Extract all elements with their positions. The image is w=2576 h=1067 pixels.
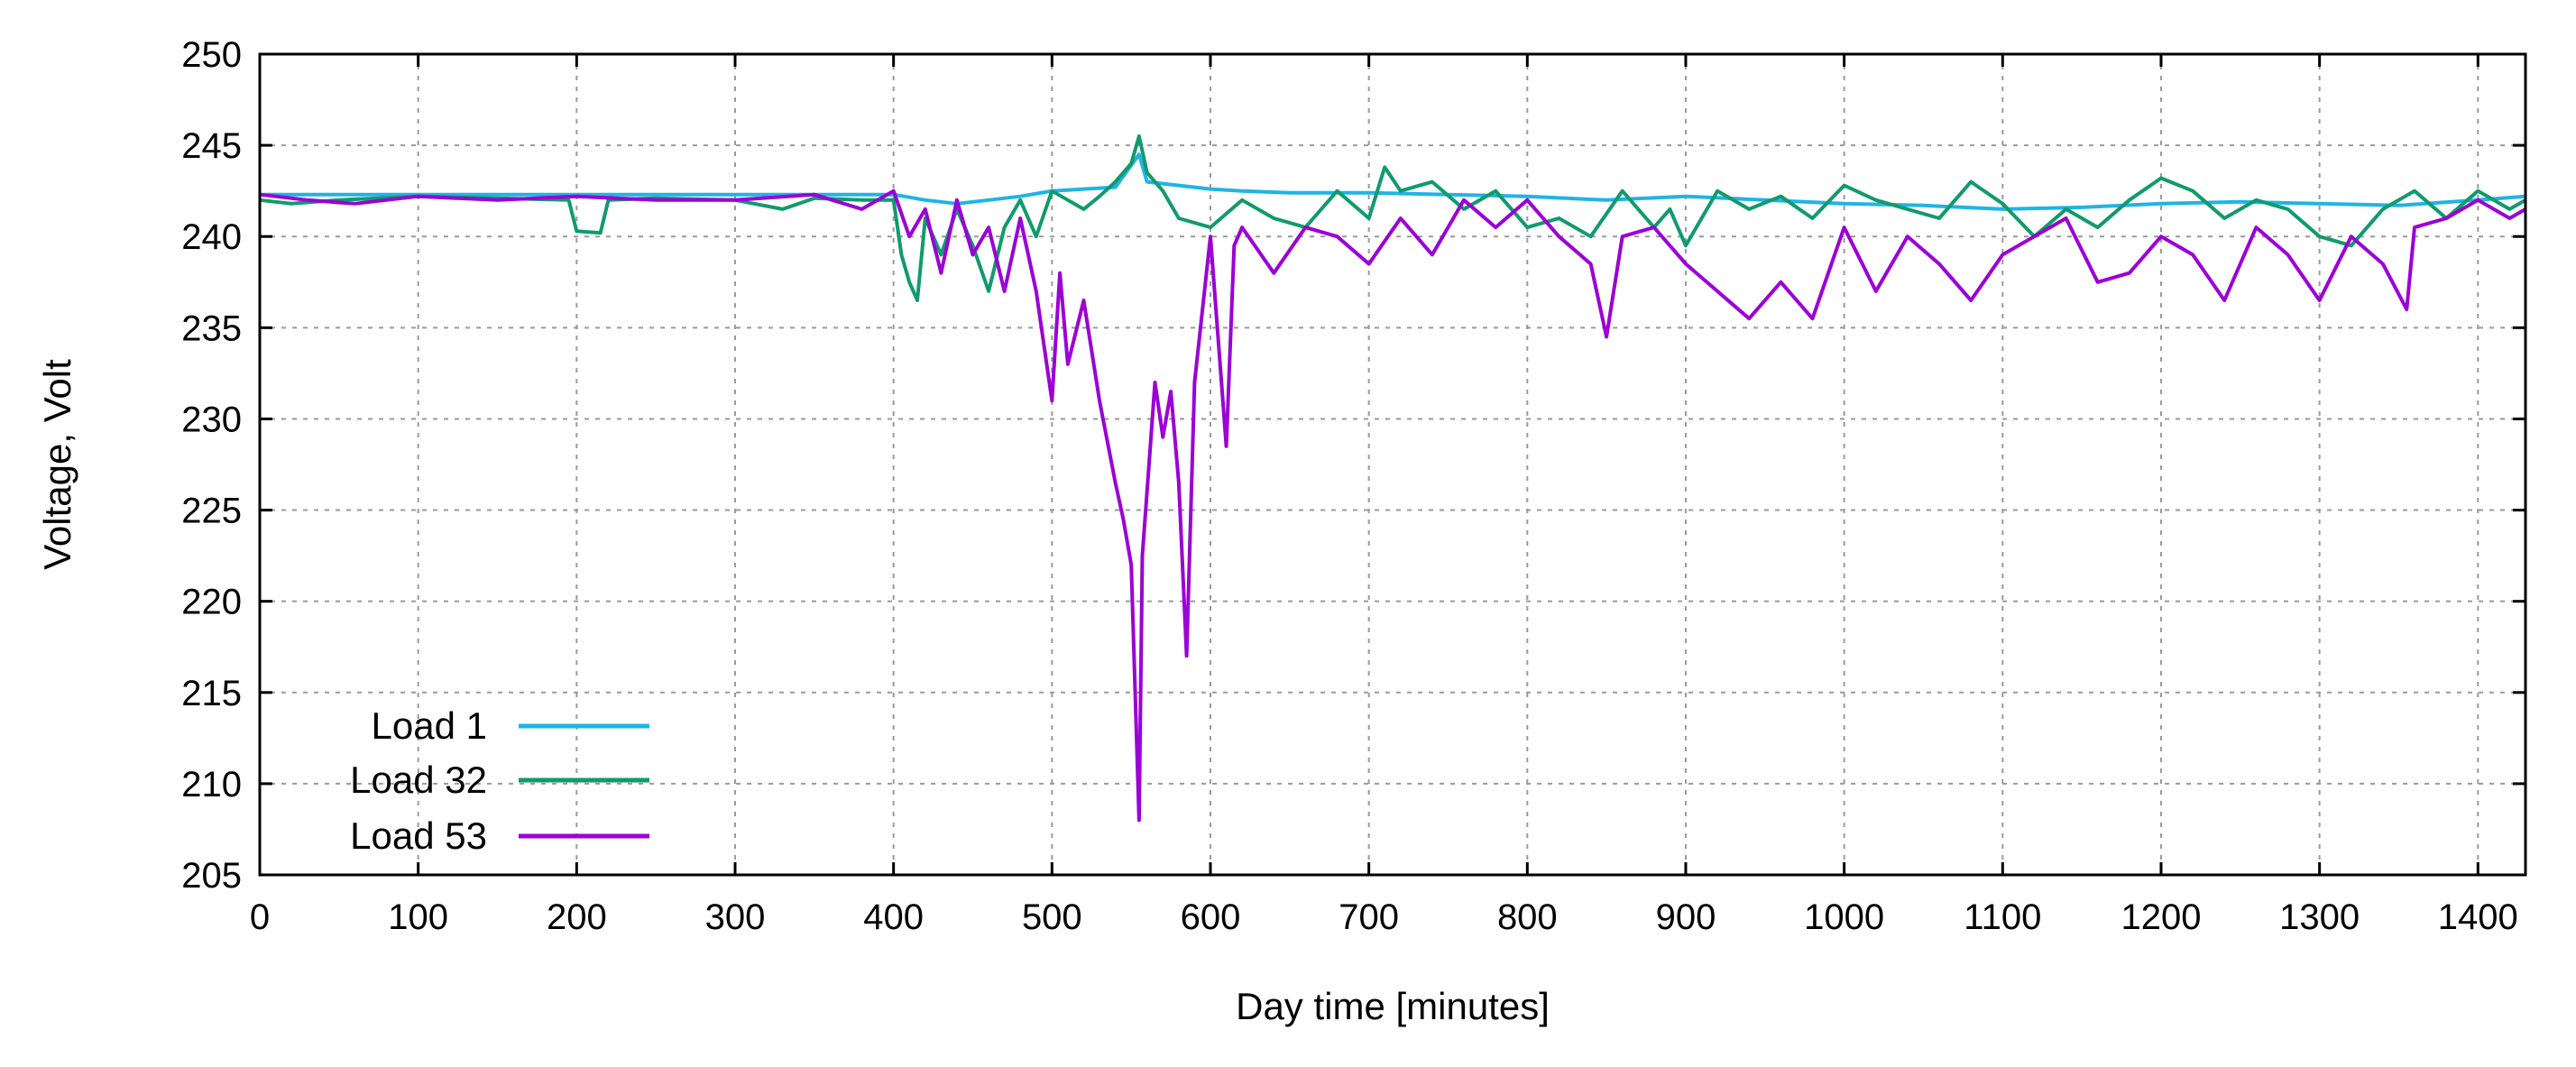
x-tick-label: 1000: [1804, 897, 1884, 937]
x-tick-label: 100: [388, 897, 448, 937]
legend-label-load-1: Load 1: [372, 704, 487, 747]
y-tick-label: 230: [181, 400, 242, 439]
x-tick-label: 800: [1497, 897, 1558, 937]
series-line-load-1: [260, 152, 2526, 211]
x-axis-label: Day time [minutes]: [1236, 985, 1550, 1027]
y-tick-label: 250: [181, 35, 242, 75]
y-tick-label: 240: [181, 217, 242, 257]
y-tick-label: 225: [181, 492, 242, 531]
x-tick-label: 500: [1022, 897, 1082, 937]
x-tick-label: 1100: [1964, 897, 2041, 937]
axis-ticks: [258, 52, 2525, 877]
x-tick-label: 700: [1339, 897, 1399, 937]
plot-frame: [258, 52, 2527, 877]
y-axis-label: Voltage, Volt: [36, 359, 78, 570]
y-tick-label: 235: [181, 308, 242, 348]
x-tick-label: 600: [1181, 897, 1241, 937]
y-tick-label: 205: [181, 856, 242, 896]
x-tick-label: 900: [1656, 897, 1716, 937]
legend-label-load-32: Load 32: [350, 759, 487, 801]
series-line-load-53: [259, 189, 2526, 823]
x-tick-label: 0: [250, 897, 270, 937]
x-tick-labels: 0 100 200 300 400 500 600 700 800 900 1000 1100 1200…: [250, 897, 2518, 937]
x-tick-label: 1200: [2121, 897, 2201, 937]
grid-lines: [260, 54, 2525, 875]
x-tick-label: 200: [547, 897, 607, 937]
y-tick-label: 245: [181, 126, 242, 166]
x-tick-label: 1400: [2438, 897, 2518, 937]
series-line-load-32: [259, 134, 2526, 302]
y-tick-label: 210: [181, 765, 242, 805]
y-tick-labels: 205 210 215 220 225 230 235 240 245 250: [181, 35, 242, 896]
y-tick-label: 215: [181, 674, 242, 713]
x-tick-label: 300: [705, 897, 766, 937]
x-tick-label: 1300: [2279, 897, 2360, 937]
series-group: [259, 134, 2526, 823]
x-tick-label: 400: [863, 897, 924, 937]
legend: Load 1 Load 32 Load 53: [350, 704, 649, 857]
y-tick-label: 220: [181, 583, 242, 622]
legend-label-load-53: Load 53: [350, 814, 487, 857]
